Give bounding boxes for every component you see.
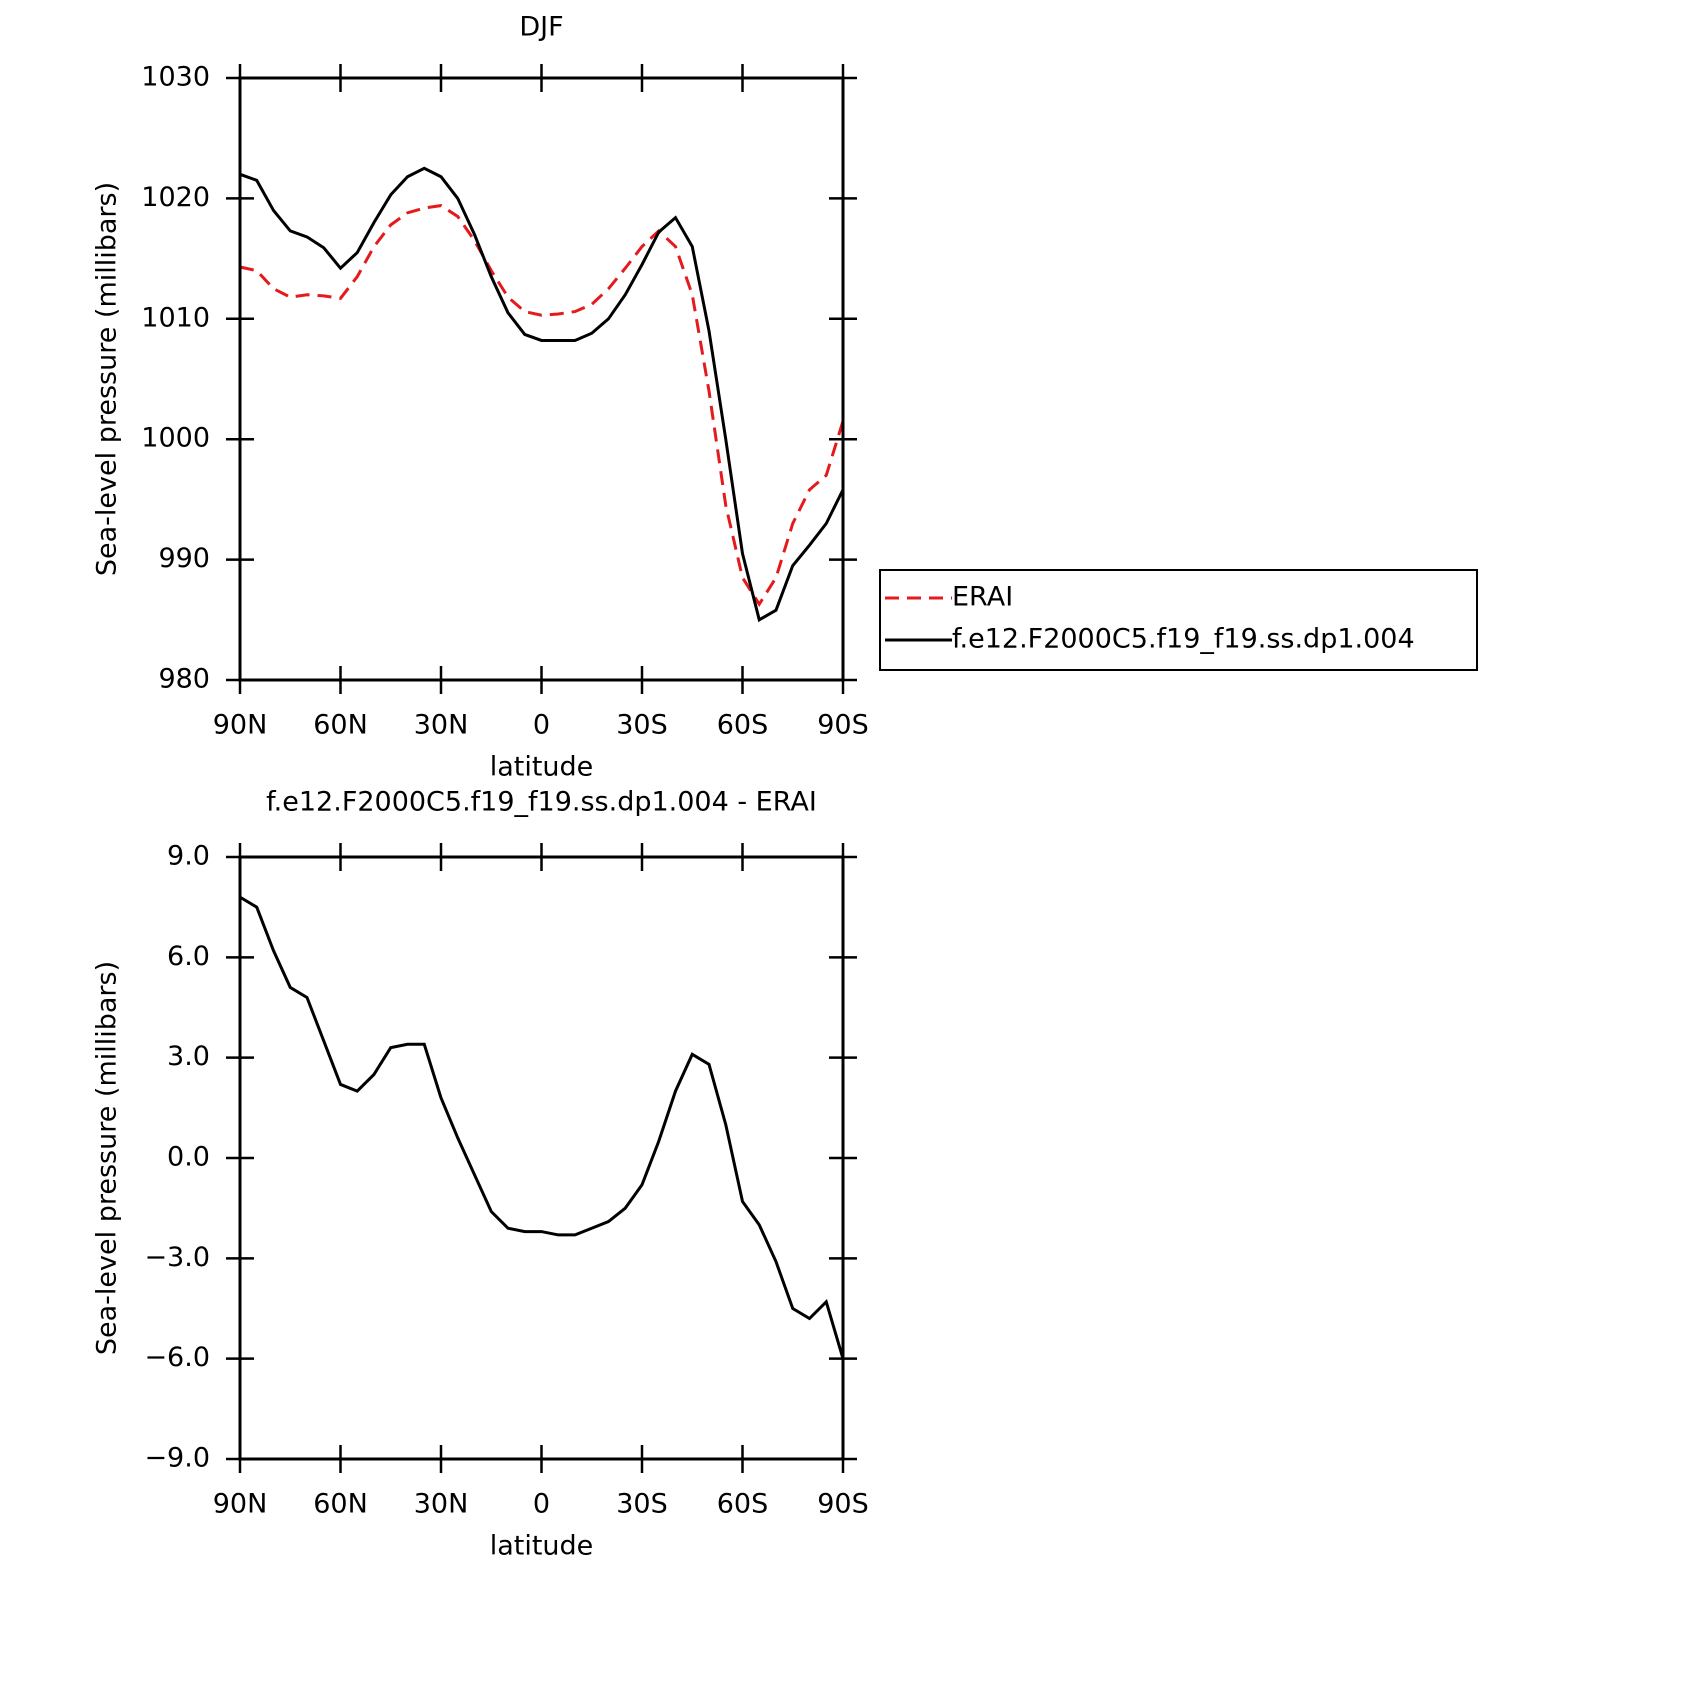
x-tick-label: 60N — [313, 710, 368, 741]
x-tick-label: 30S — [616, 1489, 668, 1520]
y-tick-label: −6.0 — [144, 1342, 210, 1373]
x-tick-label: 60N — [313, 1489, 368, 1520]
x-tick-label: 0 — [533, 710, 550, 741]
x-axis-label: latitude — [490, 1531, 594, 1562]
y-tick-label: 980 — [158, 664, 210, 695]
y-axis-label: Sea-level pressure (millibars) — [92, 961, 123, 1355]
legend-label: f.e12.F2000C5.f19_f19.ss.dp1.004 — [952, 624, 1415, 655]
x-tick-label: 30S — [616, 710, 668, 741]
x-tick-label: 90N — [213, 1489, 268, 1520]
y-tick-label: 1020 — [141, 182, 210, 213]
x-axis-label: latitude — [490, 752, 594, 783]
data-line — [239, 204, 845, 607]
legend-label: ERAI — [952, 582, 1013, 613]
plot-frame — [238, 855, 845, 1461]
y-axis-label: Sea-level pressure (millibars) — [92, 182, 123, 576]
x-tick-label: 90N — [213, 710, 268, 741]
x-tick-label: 0 — [533, 1489, 550, 1520]
y-tick-label: 0.0 — [167, 1142, 210, 1173]
y-tick-label: −3.0 — [144, 1242, 210, 1273]
y-tick-label: −9.0 — [144, 1443, 210, 1474]
y-tick-label: 1000 — [141, 423, 210, 454]
y-tick-label: 990 — [158, 543, 210, 574]
y-tick-label: 3.0 — [167, 1041, 210, 1072]
data-line — [239, 166, 845, 623]
y-tick-label: 9.0 — [167, 841, 210, 872]
data-line — [239, 895, 845, 1360]
x-tick-label: 30N — [414, 710, 469, 741]
legend-box — [879, 569, 1478, 671]
y-tick-label: 6.0 — [167, 941, 210, 972]
x-tick-label: 30N — [414, 1489, 469, 1520]
x-tick-label: 90S — [817, 1489, 869, 1520]
chart-title: f.e12.F2000C5.f19_f19.ss.dp1.004 - ERAI — [266, 787, 817, 818]
x-tick-label: 90S — [817, 710, 869, 741]
x-tick-label: 60S — [717, 1489, 769, 1520]
y-tick-label: 1030 — [141, 62, 210, 93]
plot-frame — [238, 76, 845, 682]
x-tick-label: 60S — [717, 710, 769, 741]
chart-title: DJF — [519, 12, 563, 43]
y-tick-label: 1010 — [141, 302, 210, 333]
